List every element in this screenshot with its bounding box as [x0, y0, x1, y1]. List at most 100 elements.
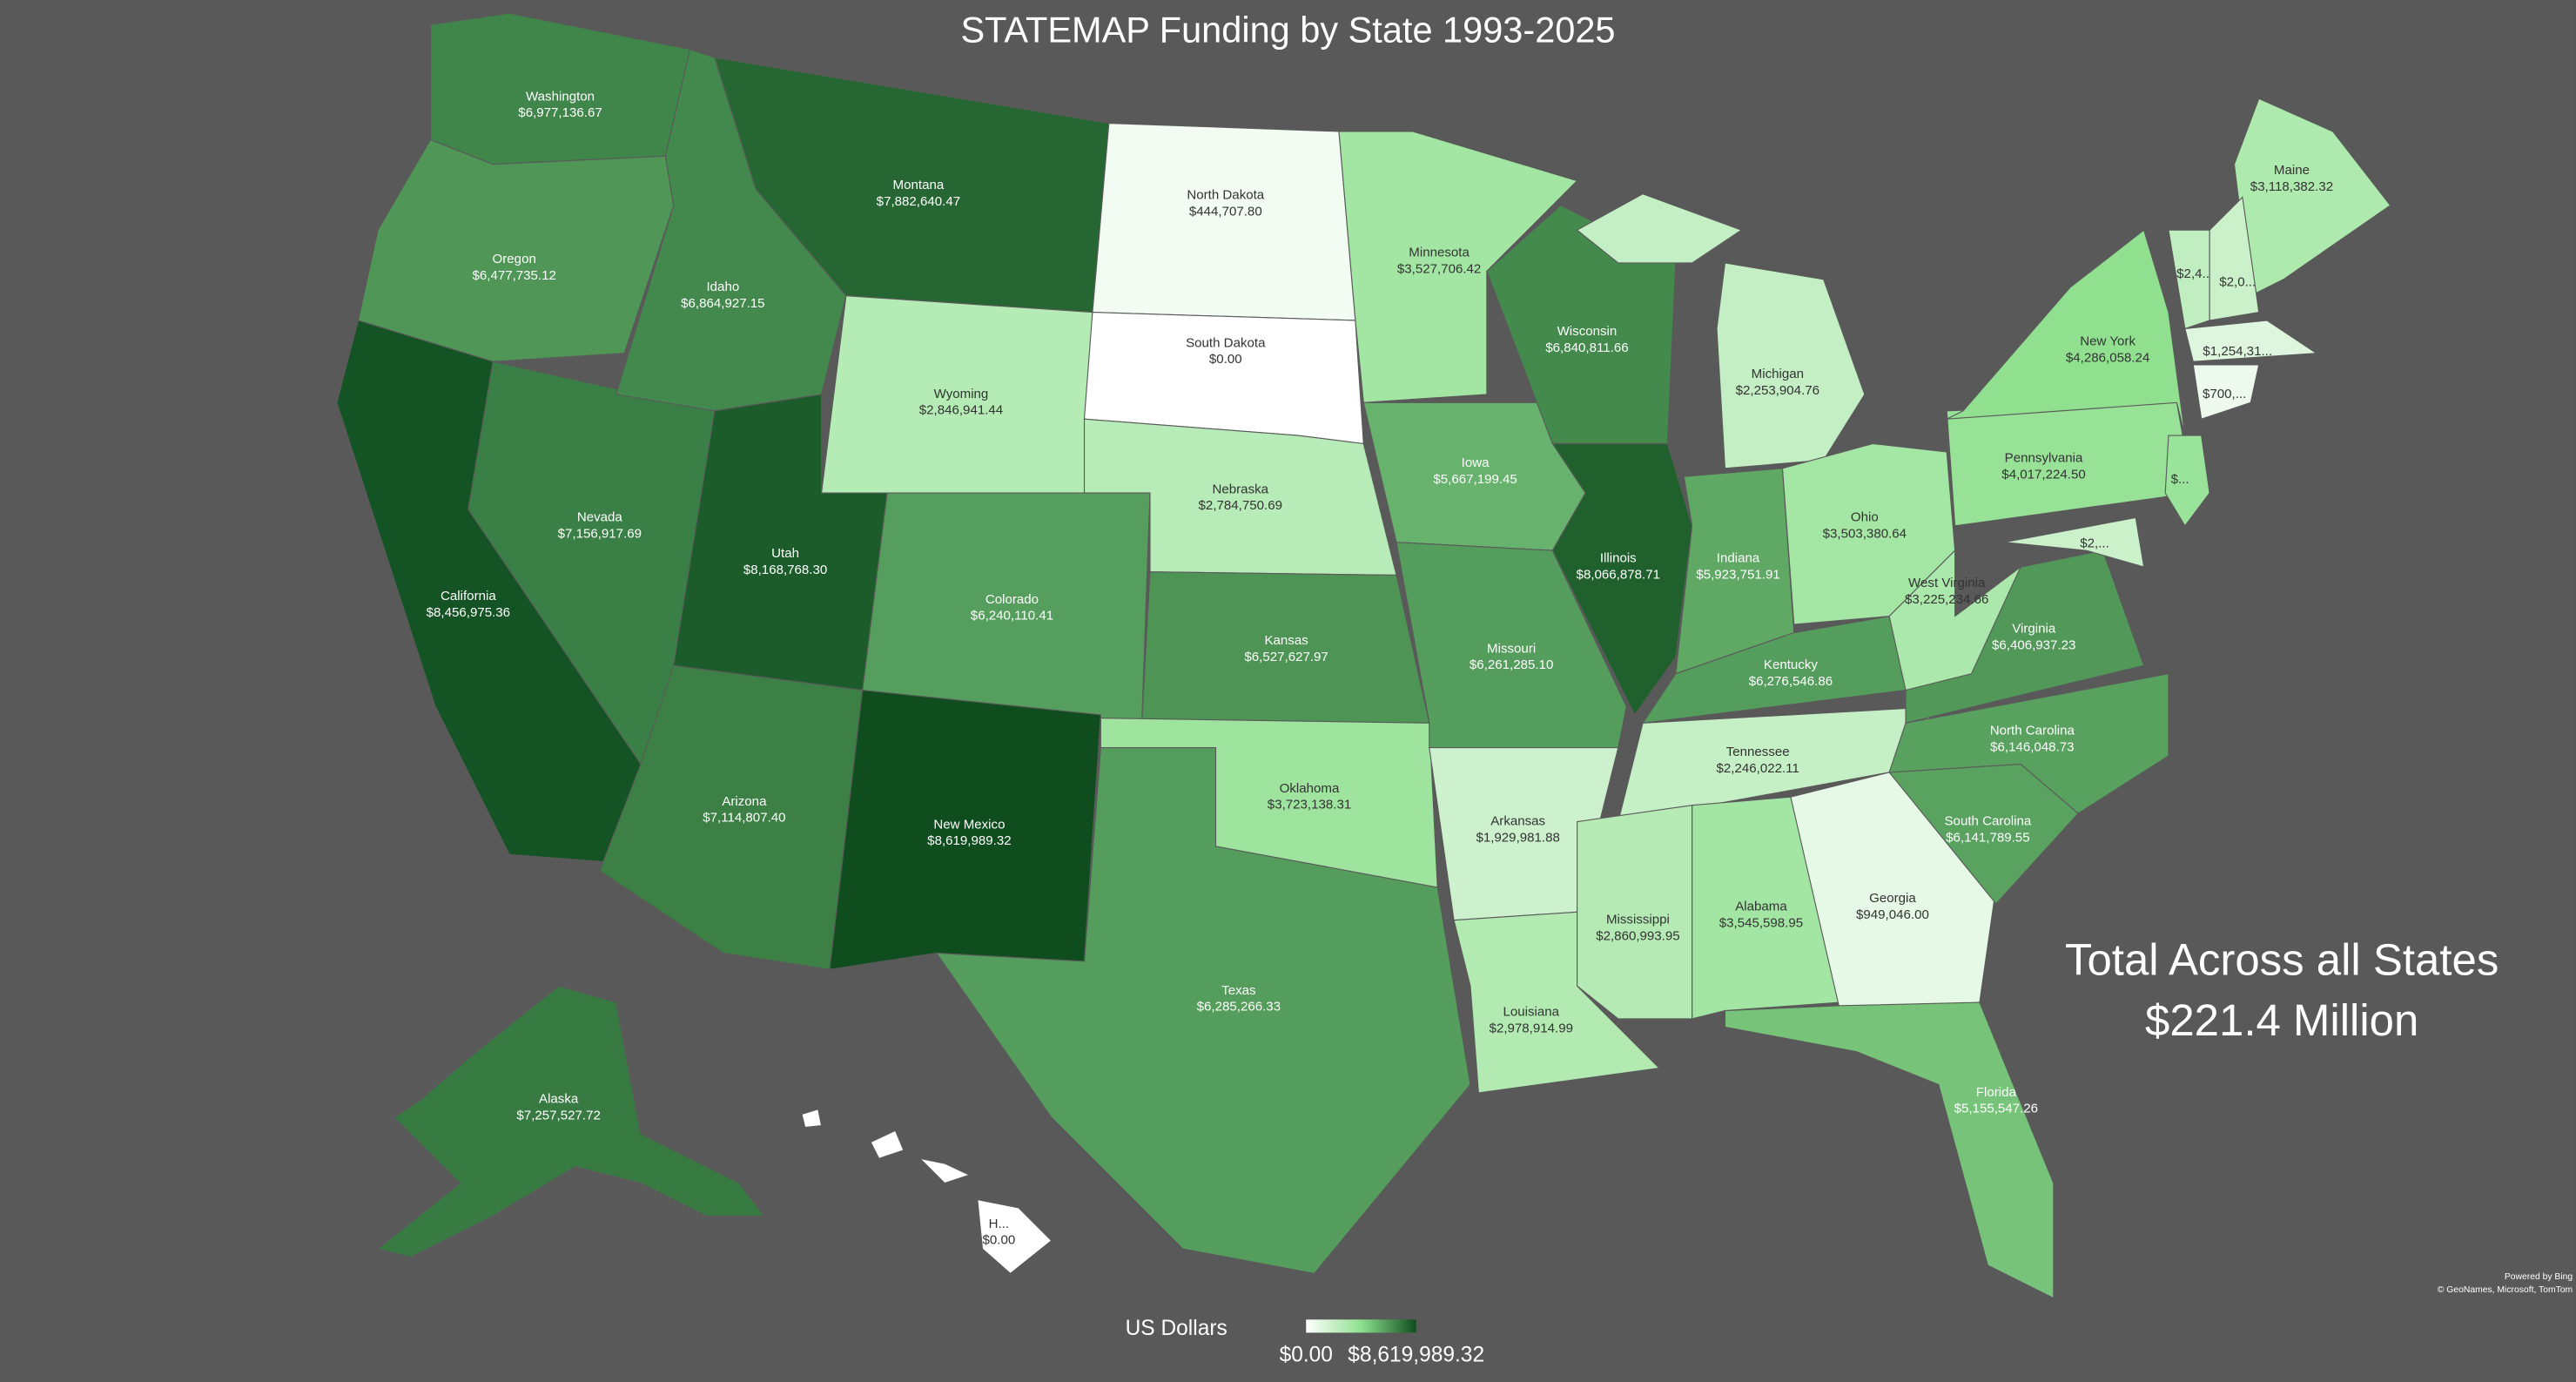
state [1946, 229, 2186, 436]
legend-max: $8,619,989.32 [1348, 1343, 1484, 1366]
state-value: $8,619,989.32 [927, 833, 1011, 848]
state-name: Pennsylvania [2005, 450, 2083, 465]
state-value: $444,707.80 [1189, 204, 1262, 219]
state-value: $3,225,234.66 [1905, 592, 1988, 607]
state-value: $0.00 [983, 1233, 1016, 1248]
state-value: $4,017,224.50 [2001, 467, 2085, 482]
state-name: Missouri [1487, 641, 1536, 656]
state-name: Colorado [985, 592, 1039, 607]
state-name: Alabama [1735, 900, 1787, 914]
state [2184, 320, 2318, 362]
state-name: H... [989, 1217, 1009, 1231]
state [2004, 516, 2145, 568]
state-name: Arizona [722, 794, 767, 809]
legend-gradient [1306, 1319, 1416, 1333]
state-value: $6,840,811.66 [1545, 340, 1628, 355]
state-value: $1,929,981.88 [1476, 830, 1559, 845]
state-value: $2,846,941.44 [919, 403, 1003, 418]
annotation: $221.4 Million [2145, 995, 2418, 1045]
state-value: $5,155,547.26 [1954, 1102, 2038, 1116]
state-name: Minnesota [1409, 246, 1470, 260]
state-value: $6,285,266.33 [1197, 1000, 1281, 1015]
state-name: Kentucky [1764, 657, 1818, 672]
state-value: $6,276,546.86 [1749, 674, 1833, 689]
state-name: Iowa [1462, 455, 1490, 470]
legend-min: $0.00 [1280, 1343, 1333, 1366]
state-name: Louisiana [1503, 1004, 1560, 1019]
state-name: Texas [1221, 983, 1255, 998]
state [357, 138, 675, 362]
attribution: © GeoNames, Microsoft, TomTom [2438, 1285, 2573, 1295]
state-value: $949,046.00 [1856, 907, 1929, 922]
state [1577, 804, 1693, 1020]
state [1724, 1001, 2055, 1299]
state-name: Florida [1976, 1085, 2017, 1100]
state-value: $6,477,735.12 [472, 268, 555, 283]
state-value: $2,978,914.99 [1490, 1021, 1573, 1035]
state [1888, 673, 2169, 814]
state-name: Maine [2274, 163, 2310, 178]
state-value: $0.00 [1209, 352, 1242, 367]
state-name: Oregon [493, 252, 536, 266]
state [2192, 364, 2260, 420]
state [376, 985, 765, 1258]
state-value: $3,503,380.64 [1823, 526, 1907, 541]
state [1888, 549, 2021, 691]
state-name: North Dakota [1187, 188, 1264, 203]
state-name: North Carolina [1990, 724, 2075, 738]
state [1486, 205, 1677, 445]
state-name: Mississippi [1606, 913, 1670, 927]
state-value: $7,114,807.40 [703, 811, 785, 826]
state-name: California [441, 589, 496, 603]
state-value: $... [2171, 472, 2189, 487]
state-name: Illinois [1600, 551, 1637, 566]
state-value: $2,784,750.69 [1199, 498, 1282, 513]
state-value: $6,141,789.55 [1946, 830, 2029, 845]
state-value: $5,923,751.91 [1696, 567, 1779, 582]
state [1092, 122, 1356, 321]
state [1551, 442, 1693, 716]
state-value: $4,286,058.24 [2066, 350, 2149, 365]
state-value: $6,240,110.41 [971, 609, 1053, 624]
state-name: Indiana [1717, 551, 1760, 566]
state-value: $3,118,382.32 [2250, 179, 2333, 194]
state-value: $6,864,927.15 [681, 296, 764, 311]
state-name: South Carolina [1945, 814, 2032, 829]
state-value: $6,527,627.97 [1244, 650, 1328, 664]
state-value: $3,723,138.31 [1268, 798, 1351, 812]
state-value: $2,860,993.95 [1596, 929, 1679, 944]
state [2209, 196, 2260, 321]
state-value: $8,066,878.71 [1577, 567, 1660, 582]
state-name: Oklahoma [1280, 781, 1340, 796]
state-name: South Dakota [1186, 335, 1266, 350]
state-name: Georgia [1869, 891, 1916, 906]
state-value: $6,406,937.23 [1992, 638, 2075, 653]
state-value: $1,254,31... [2203, 344, 2272, 359]
annotation: Total Across all States [2065, 934, 2499, 984]
state-value: $6,261,285.10 [1470, 657, 1553, 672]
state [1338, 131, 1578, 403]
state [935, 747, 1471, 1275]
state-value: $8,456,975.36 [427, 605, 510, 620]
state-value: $8,168,768.30 [743, 563, 827, 577]
state-name: Michigan [1752, 367, 1804, 381]
state-name: Tennessee [1726, 745, 1790, 759]
state-name: Ohio [1851, 509, 1879, 524]
state-value: $6,977,136.67 [518, 105, 602, 120]
state-name: New Mexico [933, 817, 1005, 832]
state-name: Utah [771, 546, 799, 561]
state-value: $2,0... [2219, 275, 2256, 290]
state-value: $5,667,199.45 [1433, 472, 1517, 487]
state-name: Nevada [577, 509, 623, 524]
state [1790, 772, 1997, 1012]
state-value: $7,882,640.47 [877, 194, 960, 209]
state-name: Wyoming [934, 387, 989, 401]
state-value: $2,... [2080, 536, 2109, 551]
map-title: STATEMAP Funding by State 1993-2025 [960, 10, 1615, 51]
state-value: $7,156,917.69 [558, 526, 642, 541]
state [801, 1109, 1053, 1275]
state-name: New York [2080, 334, 2135, 348]
state-value: $700,... [2203, 387, 2246, 401]
